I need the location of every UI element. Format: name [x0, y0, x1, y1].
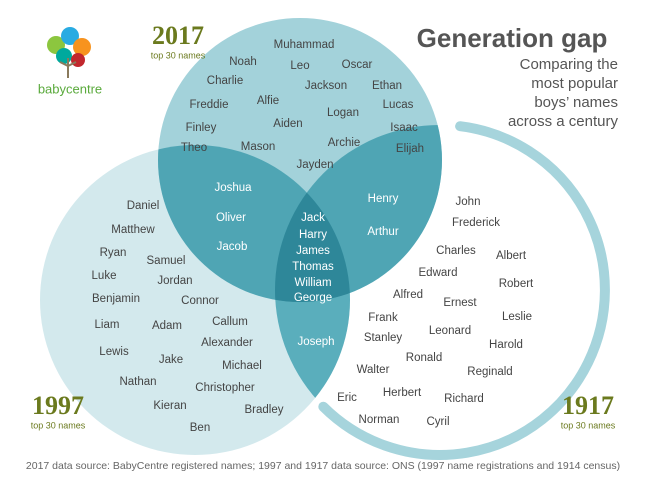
name: Ronald	[406, 352, 442, 364]
name: Connor	[181, 295, 219, 307]
logo-text: babycentre	[38, 81, 102, 96]
name: Jacob	[217, 241, 248, 253]
name: Arthur	[367, 226, 398, 238]
name: Thomas	[292, 261, 334, 273]
year: 1917	[562, 391, 614, 420]
name: Theo	[181, 142, 207, 154]
year-caption: top 30 names	[561, 420, 616, 430]
year-caption: top 30 names	[31, 420, 86, 430]
subtitle-line: Comparing the	[520, 56, 618, 73]
name: Matthew	[111, 224, 155, 236]
subtitle-line: boys’ names	[534, 94, 618, 111]
name: Archie	[328, 137, 361, 149]
name: Herbert	[383, 387, 422, 399]
name: Ben	[190, 422, 210, 434]
name: John	[456, 196, 481, 208]
name: Luke	[92, 270, 117, 282]
name: Jack	[301, 212, 325, 224]
name: Samuel	[147, 255, 186, 267]
name: Leo	[290, 60, 309, 72]
name: Elijah	[396, 143, 424, 155]
name: Norman	[359, 414, 400, 426]
name: Harry	[299, 229, 327, 241]
year: 1997	[32, 391, 84, 420]
name: Muhammad	[274, 39, 335, 51]
subtitle-line: across a century	[508, 113, 619, 130]
name: Jackson	[305, 80, 347, 92]
name: Richard	[444, 393, 484, 405]
name: Kieran	[153, 400, 186, 412]
name: James	[296, 245, 330, 257]
name: Nathan	[119, 376, 156, 388]
name: Logan	[327, 107, 359, 119]
name: Alexander	[201, 337, 253, 349]
name: Leonard	[429, 325, 471, 337]
name: Frank	[368, 312, 398, 324]
title: Generation gap	[417, 23, 608, 53]
footer: 2017 data source: BabyCentre registered …	[26, 460, 620, 472]
name: Lucas	[383, 99, 414, 111]
name: Isaac	[390, 122, 418, 134]
name: Callum	[212, 316, 248, 328]
name: Aiden	[273, 118, 302, 130]
name: Joshua	[214, 182, 252, 194]
name: Mason	[241, 141, 276, 153]
name: Jordan	[157, 275, 192, 287]
name: Leslie	[502, 311, 532, 323]
name: Finley	[186, 122, 217, 134]
name: Michael	[222, 360, 262, 372]
name: Jayden	[296, 159, 333, 171]
name: Reginald	[467, 366, 512, 378]
name: Stanley	[364, 332, 403, 344]
name: Oliver	[216, 212, 246, 224]
name: Lewis	[99, 346, 129, 358]
name: Benjamin	[92, 293, 140, 305]
name: Ryan	[100, 247, 127, 259]
name: Cyril	[427, 416, 450, 428]
name: Walter	[357, 364, 390, 376]
name: Liam	[95, 319, 120, 331]
name: Jake	[159, 354, 183, 366]
name: Ernest	[443, 297, 477, 309]
name: Ethan	[372, 80, 402, 92]
ring-1917	[318, 121, 610, 460]
year: 2017	[152, 21, 204, 50]
name: Edward	[419, 267, 458, 279]
logo	[47, 27, 91, 78]
name: Albert	[496, 250, 527, 262]
name: Frederick	[452, 217, 500, 229]
name: William	[294, 277, 331, 289]
name: Henry	[368, 193, 399, 205]
name: Alfie	[257, 95, 279, 107]
year-caption: top 30 names	[151, 50, 206, 60]
name: Eric	[337, 392, 357, 404]
name: Harold	[489, 339, 523, 351]
name: Robert	[499, 278, 534, 290]
name: George	[294, 292, 332, 304]
name: Bradley	[245, 404, 284, 416]
name: Joseph	[297, 336, 334, 348]
name: Charlie	[207, 75, 243, 87]
name: Adam	[152, 320, 182, 332]
name: Alfred	[393, 289, 423, 301]
name: Freddie	[190, 99, 229, 111]
subtitle-line: most popular	[531, 75, 618, 92]
name: Christopher	[195, 382, 255, 394]
name: Charles	[436, 245, 476, 257]
name: Oscar	[342, 59, 373, 71]
name: Daniel	[127, 200, 160, 212]
name: Noah	[229, 56, 257, 68]
